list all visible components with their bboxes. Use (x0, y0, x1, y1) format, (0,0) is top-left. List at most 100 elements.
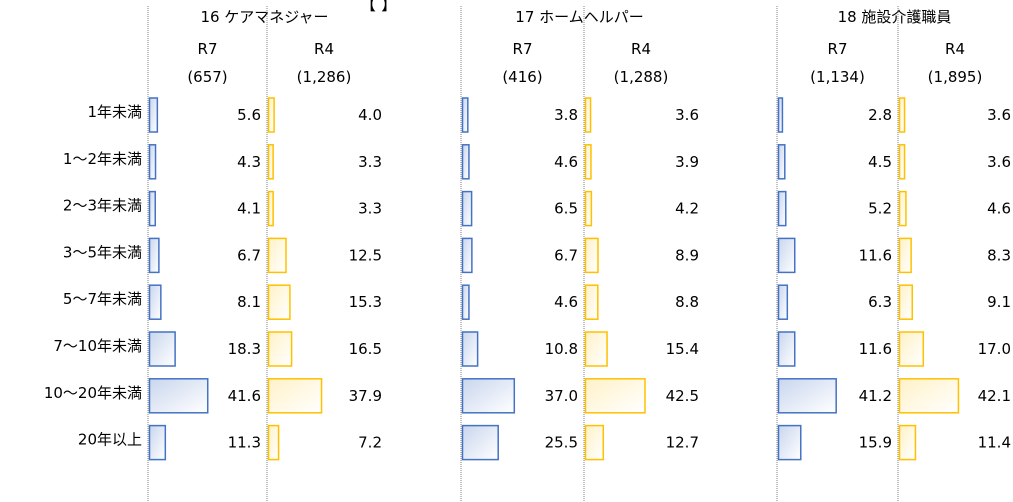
bar-r4 (898, 378, 960, 414)
panel-title: 18 施設介護職員 (838, 8, 952, 26)
series-name: R4 (945, 40, 965, 58)
data-label: 16.5 (349, 340, 382, 358)
panel-title: 17 ホームヘルパー (515, 8, 643, 26)
category-label: 20年以上 (78, 431, 142, 449)
bar-r4 (584, 190, 593, 227)
series-sample-size: (1,288) (614, 68, 669, 86)
data-label: 4.5 (868, 153, 892, 171)
bar-r7 (461, 144, 470, 180)
data-label: 3.9 (675, 153, 699, 171)
bar-r7 (777, 424, 802, 461)
bar-r7 (148, 331, 176, 367)
bar-r4 (898, 331, 925, 367)
bar-r7 (148, 97, 159, 133)
data-label: 7.2 (358, 434, 382, 452)
data-label: 8.3 (987, 246, 1011, 264)
data-label: 5.2 (868, 200, 892, 218)
bar-r7 (148, 190, 156, 227)
series-sample-size: (1,286) (297, 68, 352, 86)
bar-r7 (461, 331, 479, 367)
category-label: 1年未満 (87, 103, 142, 121)
bar-r7 (461, 378, 516, 414)
data-label: 5.6 (237, 106, 261, 124)
bar-r4 (898, 97, 906, 133)
header-fragment: 【 】 (360, 0, 398, 14)
bar-r7 (461, 97, 469, 133)
bar-r7 (777, 378, 837, 414)
data-label: 3.3 (358, 153, 382, 171)
data-label: 4.3 (237, 153, 261, 171)
data-label: 37.9 (349, 387, 382, 405)
bar-r4 (584, 144, 592, 180)
bar-r7 (777, 144, 786, 180)
series-sample-size: (657) (187, 68, 227, 86)
data-label: 4.1 (237, 200, 261, 218)
bar-r4 (584, 97, 592, 133)
bar-r4 (584, 331, 608, 367)
data-label: 15.9 (859, 434, 892, 452)
data-label: 42.5 (666, 387, 699, 405)
data-label: 15.4 (666, 340, 699, 358)
bar-r4 (267, 97, 275, 133)
category-label: 5～7年未満 (63, 290, 142, 308)
data-label: 25.5 (545, 434, 578, 452)
data-label: 3.6 (987, 106, 1011, 124)
bar-r4 (584, 378, 646, 414)
bar-r4 (267, 144, 274, 180)
bar-r4 (267, 424, 280, 461)
series-name: R7 (198, 40, 218, 58)
series-name: R4 (631, 40, 651, 58)
data-label: 12.7 (666, 434, 699, 452)
data-label: 6.5 (554, 200, 578, 218)
data-label: 8.9 (675, 246, 699, 264)
bar-r7 (148, 424, 167, 461)
bar-r4 (584, 284, 599, 320)
data-label: 6.3 (868, 293, 892, 311)
data-label: 4.0 (358, 106, 382, 124)
bar-r7 (461, 284, 470, 320)
data-label: 2.8 (868, 106, 892, 124)
bar-r4 (898, 237, 912, 274)
bar-r4 (267, 378, 323, 414)
bar-r7 (461, 190, 473, 227)
series-name: R4 (314, 40, 334, 58)
data-label: 17.0 (978, 340, 1011, 358)
data-label: 11.6 (859, 246, 892, 264)
data-label: 3.6 (675, 106, 699, 124)
bar-r4 (267, 331, 293, 367)
data-label: 41.6 (228, 387, 261, 405)
bar-r7 (777, 237, 796, 274)
bar-r4 (267, 190, 274, 227)
data-label: 18.3 (228, 340, 261, 358)
data-label: 4.6 (987, 200, 1011, 218)
bar-r4 (898, 144, 906, 180)
bar-r7 (148, 237, 160, 274)
bar-r7 (777, 190, 787, 227)
bar-r7 (777, 331, 796, 367)
category-label: 10～20年未満 (44, 384, 142, 402)
data-label: 11.6 (859, 340, 892, 358)
bar-r4 (267, 237, 287, 274)
bar-r7 (148, 284, 162, 320)
data-label: 8.1 (237, 293, 261, 311)
bar-r7 (777, 284, 789, 320)
data-label: 9.1 (987, 293, 1011, 311)
bar-r7 (461, 424, 499, 461)
bar-r7 (148, 378, 209, 414)
bar-r7 (148, 144, 157, 180)
data-label: 15.3 (349, 293, 382, 311)
series-sample-size: (416) (502, 68, 542, 86)
data-label: 41.2 (859, 387, 892, 405)
bar-r4 (584, 424, 605, 461)
data-label: 12.5 (349, 246, 382, 264)
category-label: 1～2年未満 (63, 150, 142, 168)
bar-r7 (461, 237, 473, 274)
category-label: 7～10年未満 (53, 337, 142, 355)
bar-r4 (267, 284, 291, 320)
data-label: 3.8 (554, 106, 578, 124)
data-label: 6.7 (554, 246, 578, 264)
data-label: 11.4 (978, 434, 1011, 452)
bar-r4 (898, 190, 907, 227)
data-label: 10.8 (545, 340, 578, 358)
bar-r4 (898, 284, 913, 320)
